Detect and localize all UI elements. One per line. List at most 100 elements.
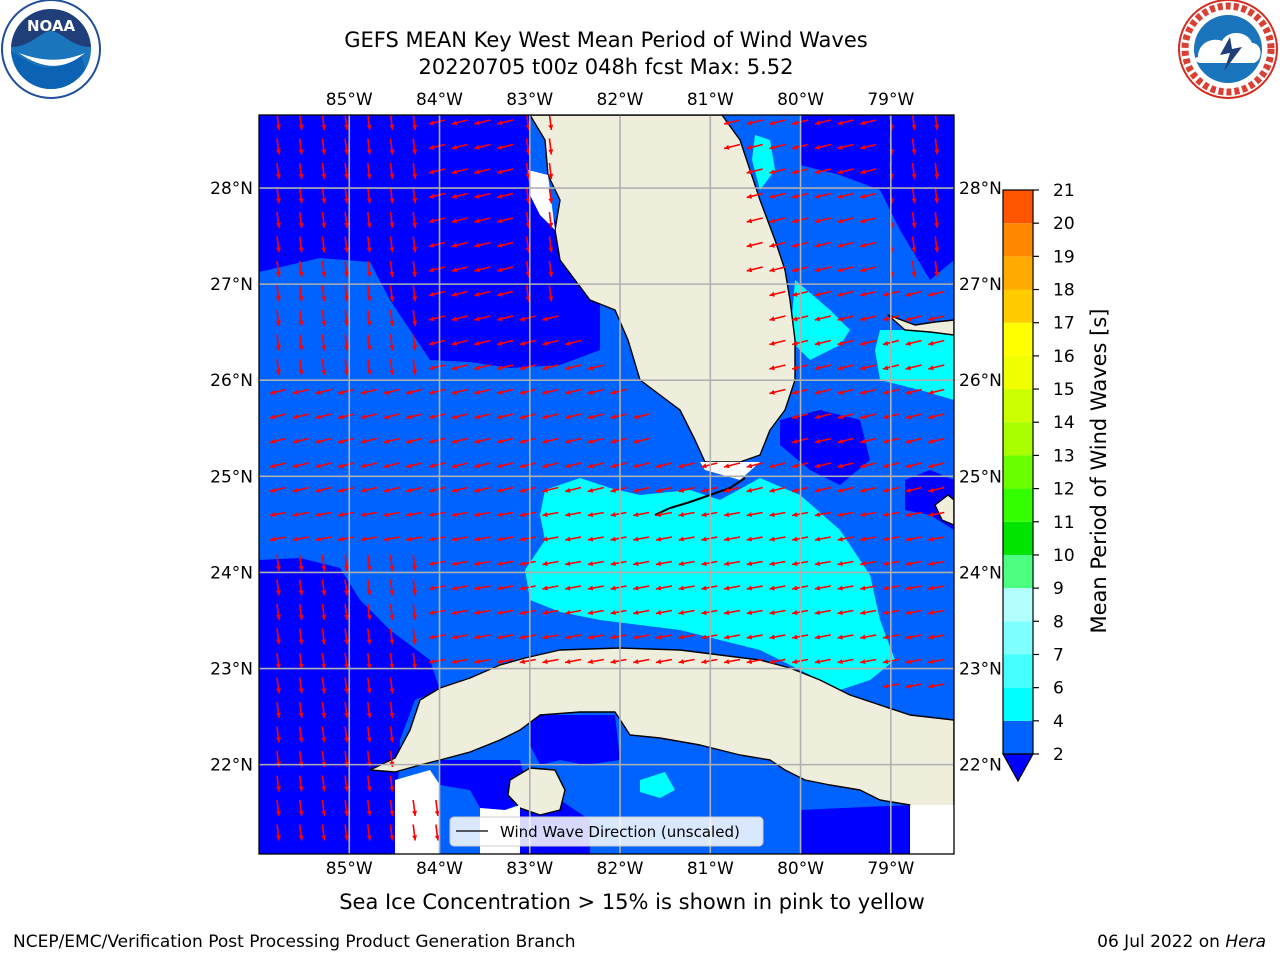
wave-arrow-head (292, 389, 299, 395)
wave-arrow-head (519, 585, 526, 591)
wave-arrow-head (860, 218, 866, 224)
wave-arrow-head (928, 487, 934, 493)
wave-arrow-head (928, 536, 934, 542)
wave-arrow-head (678, 463, 685, 469)
colorbar: 2 4 6 7 8 9 10 11 12 13 14 15 16 17 18 19 20 21 (1001, 181, 1075, 783)
wave-arrow-head (321, 369, 327, 375)
wave-arrow-head (928, 414, 934, 420)
wave-arrow-head (587, 610, 594, 616)
colorbar-tick-label-11: 15 (1053, 380, 1075, 400)
wave-arrow-head (814, 316, 821, 322)
footer-date-text: 06 Jul 2022 on (1097, 932, 1226, 952)
wave-arrow-head (292, 536, 299, 542)
wave-arrow-head (565, 512, 571, 518)
wave-arrow-head (292, 463, 299, 469)
lon-label-bottom-3: 82°W (597, 859, 644, 879)
wave-arrow-head (905, 585, 911, 591)
wave-arrow-head (814, 365, 821, 371)
wave-arrow-head (792, 659, 798, 665)
wave-arrow-head (678, 585, 684, 591)
wave-arrow-head (837, 659, 843, 665)
wave-arrow-head (837, 291, 843, 297)
wave-arrow-head (338, 536, 344, 542)
wave-arrow-head (270, 389, 276, 395)
wave-arrow-head (860, 169, 866, 175)
wave-arrow-head (633, 659, 639, 665)
wave-arrow-head (428, 267, 435, 273)
wave-arrow-head (911, 247, 917, 253)
wave-arrow-head (389, 369, 395, 375)
wave-arrow-head (542, 340, 548, 346)
colorbar-tick-label-12: 16 (1053, 347, 1075, 367)
wave-arrow-head (837, 365, 843, 371)
wave-arrow-head (701, 585, 707, 591)
wave-arrow-head (321, 737, 327, 743)
wave-arrow-head (633, 438, 639, 444)
wave-arrow-head (366, 712, 372, 718)
wave-arrow-head (860, 414, 866, 420)
wave-arrow-head (860, 242, 866, 248)
wave-arrow-head (792, 610, 798, 616)
wave-arrow-head (275, 320, 281, 326)
wave-arrow-head (338, 463, 344, 469)
wave-arrow-head (366, 565, 372, 571)
wave-arrow-head (474, 536, 480, 542)
lat-label-right-3: 25°N (959, 467, 1002, 487)
wave-arrow-head (633, 463, 639, 469)
wave-arrow-head (298, 688, 304, 694)
wave-arrow-head (814, 536, 821, 542)
wave-arrow-head (383, 438, 389, 444)
wave-arrow-head (860, 536, 866, 542)
wave-arrow-head (321, 835, 327, 841)
bahamas-andros (934, 494, 954, 526)
wave-arrow-head (860, 340, 866, 346)
wave-arrow-head (343, 565, 349, 571)
wave-arrow-head (542, 536, 548, 542)
wave-arrow-head (366, 835, 372, 841)
wave-arrow-head (610, 463, 616, 469)
wave-arrow-head (548, 173, 554, 179)
wave-arrow-head (451, 120, 458, 126)
wave-arrow-head (882, 463, 889, 469)
wave-arrow-head (792, 169, 798, 175)
wave-arrow-head (769, 267, 775, 273)
wave-arrow-head (934, 124, 940, 130)
wave-arrow-head (769, 193, 775, 199)
wave-arrow-head (882, 536, 889, 542)
wave-arrow-head (474, 561, 480, 567)
lon-label-top-2: 83°W (506, 90, 553, 110)
title-line-2: 20220705 t00z 048h fcst Max: 5.52 (418, 55, 794, 79)
wave-arrow-head (474, 414, 480, 420)
lat-label-right-4: 26°N (959, 371, 1002, 391)
wave-arrow-head (746, 120, 753, 126)
wave-arrow-head (497, 365, 503, 371)
wave-arrow-head (792, 144, 798, 150)
wave-arrow-head (428, 193, 435, 199)
wave-arrow-head (934, 247, 940, 253)
wave-arrow-head (497, 561, 503, 567)
wave-arrow-head (792, 536, 798, 542)
wave-arrow-head (769, 120, 775, 126)
wave-arrow-head (837, 193, 843, 199)
wave-arrow-head (633, 536, 639, 542)
wave-arrow-head (298, 712, 304, 718)
wave-arrow-head (321, 296, 327, 302)
wave-arrow-head (905, 340, 912, 346)
wave-arrow-head (905, 683, 911, 689)
wave-arrow-head (292, 438, 299, 444)
lat-label-left-6: 28°N (210, 179, 253, 199)
colorbar-segment-16 (1003, 190, 1033, 224)
colorbar-tick-label-5: 9 (1053, 579, 1064, 599)
wave-arrow-head (366, 810, 372, 816)
wave-arrow-head (882, 291, 889, 297)
wave-arrow-head (451, 144, 458, 150)
wave-arrow-head (497, 389, 503, 395)
wave-arrow-head (837, 242, 843, 248)
wave-arrow-head (814, 487, 821, 493)
wave-arrow-head (275, 810, 281, 816)
wave-arrow-head (389, 149, 395, 155)
wave-arrow-head (412, 369, 418, 375)
wave-arrow-head (769, 536, 775, 542)
wave-arrow-head (701, 463, 707, 469)
wave-arrow-head (497, 242, 503, 248)
